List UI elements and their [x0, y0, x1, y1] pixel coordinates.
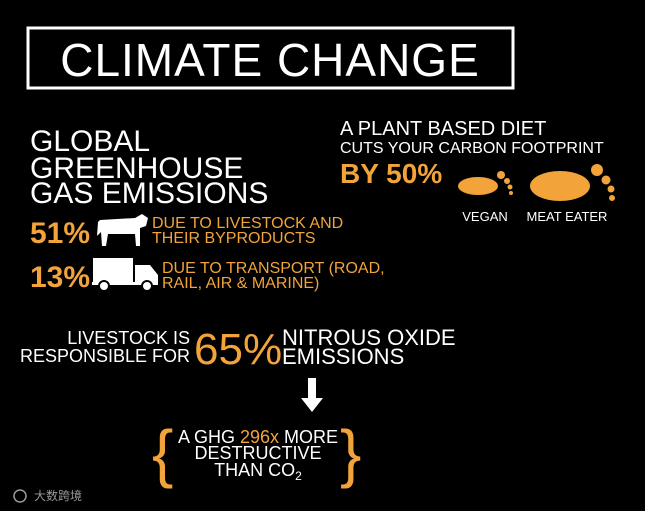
ghg-highlight: 296x	[240, 427, 279, 447]
ghg-text: MORE	[279, 427, 338, 447]
vegan-footprint	[458, 171, 513, 195]
footprint-label: VEGAN	[462, 209, 508, 224]
diet-text: CUTS YOUR CARBON FOOTPRINT	[340, 140, 604, 157]
heading: GLOBAL	[30, 125, 150, 158]
nitrous-text: RESPONSIBLE FOR	[20, 346, 190, 366]
footprint-label: MEAT EATER	[527, 209, 608, 224]
ghg-text: THAN CO	[214, 460, 295, 480]
ghg-text: DESTRUCTIVE	[194, 443, 321, 463]
item-text: DUE TO TRANSPORT (ROAD,	[162, 260, 385, 277]
ghg-text: A GHG	[178, 427, 240, 447]
nitrous-text: NITROUS OXIDE	[282, 325, 456, 350]
percent: 51%	[30, 217, 90, 250]
watermark-logo	[13, 489, 27, 503]
ghg-text: A GHG 296x MORE	[178, 427, 338, 447]
nitrous-text: EMISSIONS	[282, 344, 404, 369]
nitrous-text: LIVESTOCK IS	[67, 328, 190, 348]
diet-highlight: BY 50%	[340, 158, 442, 189]
title: CLIMATE CHANGE	[60, 34, 480, 86]
title-box	[26, 26, 515, 90]
brace-left: {	[152, 417, 173, 489]
cow-icon	[97, 214, 148, 246]
item-text: DUE TO LIVESTOCK AND	[152, 215, 343, 232]
item-text: THEIR BYPRODUCTS	[152, 230, 316, 247]
nitrous-percent: 65%	[194, 325, 282, 374]
heading: GAS EMISSIONS	[30, 177, 268, 210]
heading: GREENHOUSE	[30, 152, 243, 185]
watermark: 大数跨境	[34, 488, 82, 503]
diet-text: A PLANT BASED DIET	[340, 118, 546, 140]
down-arrow	[301, 378, 323, 412]
meat-footprint	[530, 164, 615, 201]
ghg-text: THAN CO2	[214, 460, 302, 483]
subscript: 2	[295, 469, 302, 483]
truck-icon	[92, 258, 158, 292]
percent: 13%	[30, 261, 90, 294]
item-text: RAIL, AIR & MARINE)	[162, 275, 319, 292]
brace-right: }	[340, 417, 361, 489]
